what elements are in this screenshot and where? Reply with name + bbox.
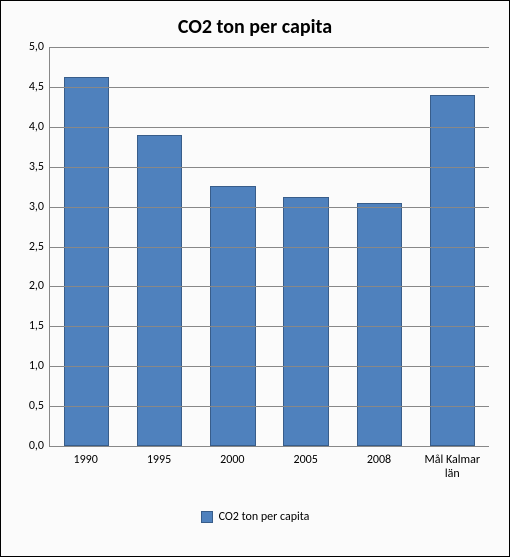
bar: [357, 203, 402, 446]
y-tick-label: 4,5: [29, 80, 44, 94]
y-tick-label: 4,0: [29, 120, 44, 134]
y-tick-label: 3,0: [29, 200, 44, 214]
x-tick-label: Mål Kalmarlän: [416, 453, 489, 482]
gridline: [50, 247, 489, 248]
y-tick-label: 5,0: [29, 40, 44, 54]
gridline: [50, 87, 489, 88]
bar: [137, 135, 182, 446]
gridline: [50, 286, 489, 287]
y-tick-label: 1,0: [29, 359, 44, 373]
gridline: [50, 207, 489, 208]
y-tick-label: 2,5: [29, 240, 44, 254]
y-tick-label: 1,5: [29, 319, 44, 333]
x-tick-label: 2008: [342, 453, 415, 482]
x-tick-label: 2005: [269, 453, 342, 482]
y-tick-label: 3,5: [29, 160, 44, 174]
legend: CO2 ton per capita: [1, 510, 509, 524]
x-tick-label: 1995: [122, 453, 195, 482]
x-axis-labels: 19901995200020052008Mål Kalmarlän: [49, 453, 489, 482]
y-tick-label: 0,0: [29, 439, 44, 453]
gridline: [50, 47, 489, 48]
gridline: [50, 326, 489, 327]
x-tick-label: 1990: [49, 453, 122, 482]
bar: [64, 77, 109, 446]
y-tick-label: 2,0: [29, 279, 44, 293]
gridline: [50, 406, 489, 407]
bar: [430, 95, 475, 446]
chart-container: CO2 ton per capita 0,00,51,01,52,02,53,0…: [0, 0, 510, 557]
legend-label: CO2 ton per capita: [219, 510, 310, 524]
bar: [283, 197, 328, 446]
gridline: [50, 366, 489, 367]
chart-title: CO2 ton per capita: [1, 1, 509, 47]
gridline: [50, 127, 489, 128]
x-tick-label: 2000: [196, 453, 269, 482]
y-tick-label: 0,5: [29, 399, 44, 413]
plot-area: 0,00,51,01,52,02,53,03,54,04,55,0: [49, 47, 489, 447]
plot: 0,00,51,01,52,02,53,03,54,04,55,0: [49, 47, 489, 447]
gridline: [50, 167, 489, 168]
legend-swatch: [201, 511, 213, 523]
